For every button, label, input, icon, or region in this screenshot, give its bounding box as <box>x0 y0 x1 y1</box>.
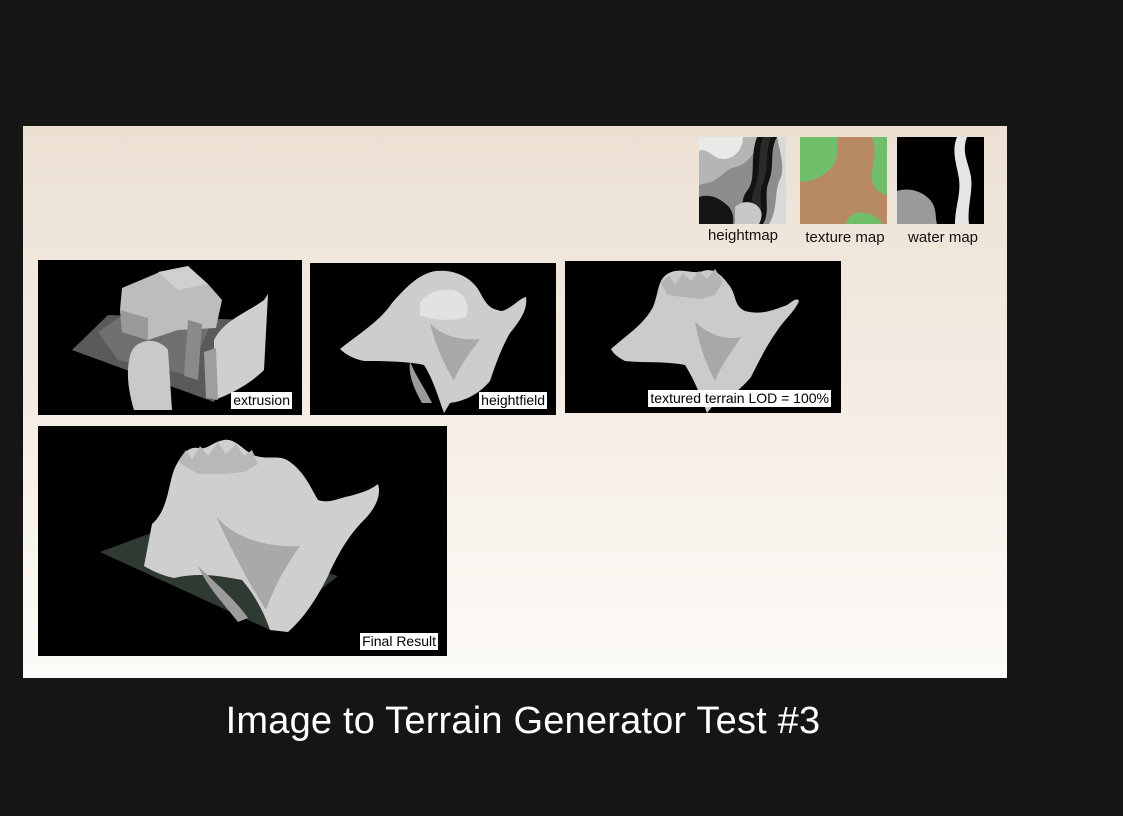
slide-canvas: heightmap texture map water map <box>23 126 1007 678</box>
water-map-label: water map <box>907 229 979 246</box>
final-result-label: Final Result <box>360 633 438 650</box>
heightmap-image <box>699 137 786 224</box>
textured-terrain-label: textured terrain LOD = 100% <box>648 390 831 407</box>
textured-terrain-render: textured terrain LOD = 100% <box>565 261 841 413</box>
heightmap-label: heightmap <box>707 227 779 244</box>
slide-caption: Image to Terrain Generator Test #3 <box>225 700 821 742</box>
texture-map-label: texture map <box>805 229 885 246</box>
final-result-render: Final Result <box>38 426 447 656</box>
extrusion-label: extrusion <box>231 392 292 409</box>
heightfield-label: heightfield <box>479 392 547 409</box>
extrusion-render: extrusion <box>38 260 302 415</box>
heightfield-render: heightfield <box>310 263 556 415</box>
water-map-image <box>897 137 984 224</box>
texture-map-image <box>800 137 887 224</box>
